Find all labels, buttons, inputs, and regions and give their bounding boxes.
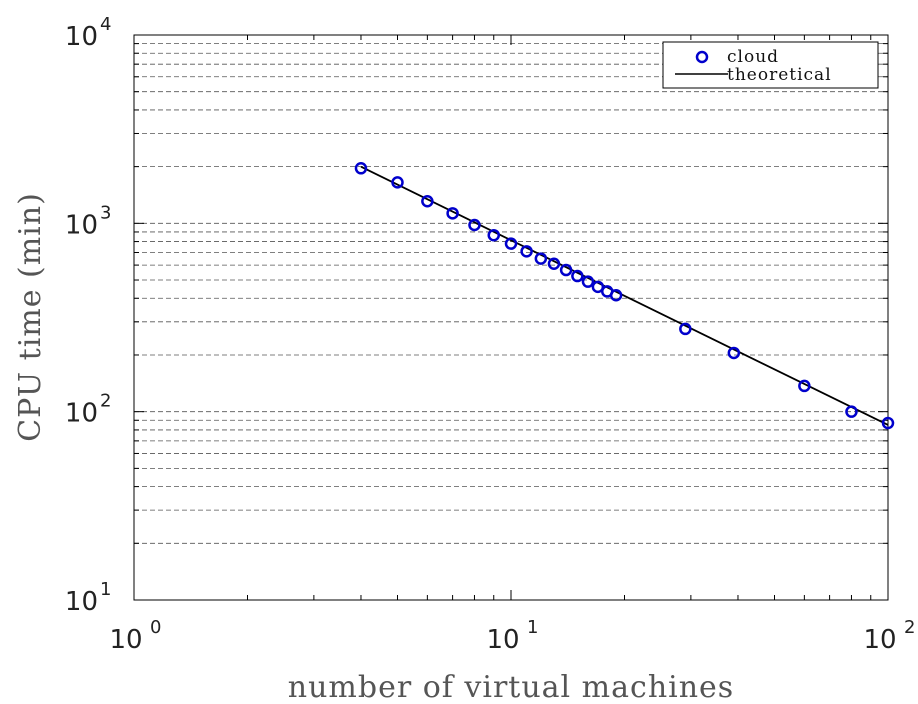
- legend-marker-cloud: [695, 50, 709, 64]
- y-tick-label-exponent: 2: [100, 391, 111, 412]
- grid-lines: [134, 43, 888, 601]
- y-axis-label: CPU time (min): [13, 192, 48, 442]
- y-tick-label: 10: [65, 399, 98, 429]
- cloud-data-point: [446, 207, 459, 220]
- cloud-data-point: [727, 346, 741, 360]
- cloud-data-point: [845, 405, 858, 418]
- y-tick-label-exponent: 3: [100, 202, 111, 223]
- y-tick-label: 10: [65, 587, 98, 617]
- y-tick-label-exponent: 4: [100, 14, 111, 35]
- cloud-data-point: [547, 257, 561, 271]
- cloud-data-point: [591, 280, 605, 294]
- y-tick-label: 10: [65, 22, 98, 52]
- cloud-data-point: [881, 416, 895, 430]
- x-tick-label: 10: [109, 625, 142, 655]
- cloud-data-point: [391, 176, 404, 189]
- legend-label-cloud: cloud: [727, 47, 779, 67]
- cloud-data-point: [798, 379, 811, 393]
- legend-label-theoretical: theoretical: [727, 65, 832, 85]
- plot-frame: [133, 34, 889, 601]
- cloud-data-point: [571, 269, 584, 283]
- cloud-data-point: [354, 162, 368, 175]
- cloud-series: [354, 162, 895, 430]
- y-tick-label: 10: [65, 210, 98, 240]
- cloud-data-point: [468, 218, 481, 232]
- axis-ticks: [133, 35, 889, 601]
- x-tick-label-exponent: 2: [904, 617, 915, 638]
- cloud-data-point: [534, 252, 548, 265]
- x-tick-labels: 10 0 10 1 10 2: [109, 617, 915, 655]
- legend-box: [662, 41, 879, 89]
- cloud-data-point: [487, 228, 500, 242]
- cloud-data-point: [609, 289, 623, 302]
- cloud-data-point: [679, 322, 692, 336]
- cloud-data-point: [520, 245, 533, 258]
- x-axis-label: number of virtual machines: [288, 670, 734, 704]
- x-tick-label: 10: [486, 625, 519, 655]
- x-tick-label: 10: [863, 625, 896, 655]
- y-tick-label-exponent: 1: [100, 579, 111, 600]
- legend: cloud theoretical: [662, 41, 879, 89]
- cloud-data-point: [559, 263, 573, 277]
- cloud-data-point: [421, 194, 434, 208]
- cloud-data-point: [504, 237, 518, 250]
- cloud-data-point: [581, 275, 595, 288]
- x-tick-label-exponent: 1: [527, 617, 538, 638]
- x-tick-label-exponent: 0: [150, 617, 161, 638]
